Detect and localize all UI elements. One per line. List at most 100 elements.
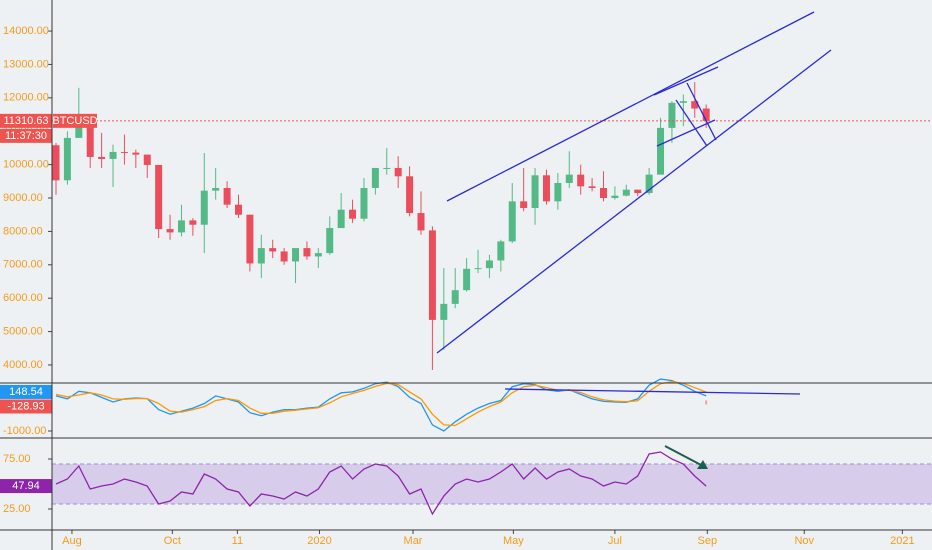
y-tick-label: 14000.00 xyxy=(3,25,49,37)
x-tick-label: May xyxy=(503,535,524,547)
candle-body xyxy=(177,220,185,233)
candle-body xyxy=(451,290,459,304)
x-tick-label: Oct xyxy=(164,535,181,547)
candle-body xyxy=(622,189,630,196)
candle-body xyxy=(531,175,539,209)
y-tick-label: 25.00 xyxy=(3,503,31,515)
candle-body xyxy=(257,248,265,264)
candle-body xyxy=(428,230,436,320)
trend-lines xyxy=(436,11,832,395)
arrow-head xyxy=(697,460,708,469)
flag-lower xyxy=(675,99,708,147)
candle-body xyxy=(326,228,334,254)
x-tick-label: Sep xyxy=(698,535,718,547)
rsi-label: 47.94 xyxy=(12,480,40,492)
y-tick-label: 5000.00 xyxy=(3,325,43,337)
candle-body xyxy=(360,187,368,219)
candle-body xyxy=(98,156,106,159)
candle-body xyxy=(520,201,528,209)
candle-body xyxy=(200,190,208,225)
candle-body xyxy=(508,201,516,242)
candle-body xyxy=(212,187,220,191)
candle-body xyxy=(155,164,163,230)
candle-body xyxy=(349,209,357,219)
candle-body xyxy=(634,189,642,194)
last-price-label: 11310.63 xyxy=(3,115,48,127)
candle-body xyxy=(702,108,710,121)
channel-upper xyxy=(446,11,815,202)
candle-body xyxy=(234,204,242,215)
candle-body xyxy=(143,154,151,165)
candle-body xyxy=(166,229,174,233)
arrow-shaft xyxy=(664,445,704,467)
x-tick-label: 11 xyxy=(232,535,243,547)
histogram-value-label: -128.93 xyxy=(7,400,44,412)
candle-body xyxy=(485,260,493,269)
candle-body xyxy=(497,241,505,261)
y-tick-label: 7000.00 xyxy=(3,259,43,271)
x-tick-label: Nov xyxy=(794,535,814,547)
macd-label-box xyxy=(0,384,52,399)
series-line xyxy=(55,380,707,427)
x-tick-label: 2020 xyxy=(307,535,331,547)
candle-body xyxy=(657,127,665,175)
candle-body xyxy=(280,251,288,262)
candle-body xyxy=(303,248,311,257)
candle-body xyxy=(86,118,94,157)
candle-body xyxy=(109,151,117,159)
histogram-bar xyxy=(705,400,708,405)
candle-body xyxy=(120,151,128,153)
series-line xyxy=(55,451,707,516)
candle-body xyxy=(292,248,300,262)
candle-body xyxy=(371,167,379,188)
candle-body xyxy=(611,195,619,199)
candle-body xyxy=(394,167,402,177)
channel-lower xyxy=(436,49,832,354)
y-tick-label: 75.00 xyxy=(3,453,31,465)
x-tick-label: 2021 xyxy=(890,535,914,547)
candle-body xyxy=(383,167,391,169)
candle-body xyxy=(75,118,83,138)
candle-body xyxy=(406,176,414,214)
candle-body xyxy=(645,174,653,194)
candle-body xyxy=(599,187,607,199)
candle-body xyxy=(337,209,345,229)
x-tick-label: Aug xyxy=(62,535,82,547)
candle-body xyxy=(542,175,550,202)
macd-label: 148.54 xyxy=(9,386,43,398)
countdown-label: 11:37:30 xyxy=(5,130,47,142)
x-tick-label: Mar xyxy=(404,535,423,547)
candle-body xyxy=(269,248,277,252)
y-tick-label: 6000.00 xyxy=(3,292,43,304)
y-tick-label: 12000.00 xyxy=(3,92,49,104)
candle-body xyxy=(577,174,585,187)
candle-body xyxy=(463,268,471,291)
symbol-label: BTCUSD xyxy=(52,115,97,127)
y-tick-label: 9000.00 xyxy=(3,192,43,204)
candle-body xyxy=(52,145,60,181)
candle-body xyxy=(691,101,699,109)
candle-body xyxy=(189,220,197,225)
candle-body xyxy=(679,101,687,103)
y-tick-label: 4000.00 xyxy=(3,359,43,371)
last-price-label-box xyxy=(0,113,52,128)
wedge-lower xyxy=(656,119,716,147)
candle-body xyxy=(246,214,254,264)
candle-body xyxy=(440,303,448,320)
countdown-label-box xyxy=(0,128,52,143)
histogram-value-label-box xyxy=(0,399,52,414)
candle-body xyxy=(474,268,482,270)
symbol-label-box xyxy=(53,113,97,128)
candle-body xyxy=(314,253,322,257)
candle-body xyxy=(63,137,71,181)
candle-body xyxy=(223,187,231,205)
rsi-arrow xyxy=(664,445,708,469)
candle-body xyxy=(132,152,140,155)
candle-body xyxy=(565,174,573,183)
candle-body xyxy=(554,182,562,202)
x-tick-label: Jul xyxy=(608,535,622,547)
macd-trend xyxy=(504,388,801,395)
candle-body xyxy=(668,102,676,128)
rsi-label-box xyxy=(0,479,52,494)
